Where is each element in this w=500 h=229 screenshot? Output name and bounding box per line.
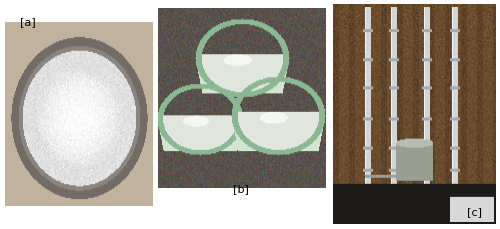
Text: [a]: [a] [20,17,36,27]
Text: [b]: [b] [233,184,249,194]
Text: [c]: [c] [468,207,482,216]
